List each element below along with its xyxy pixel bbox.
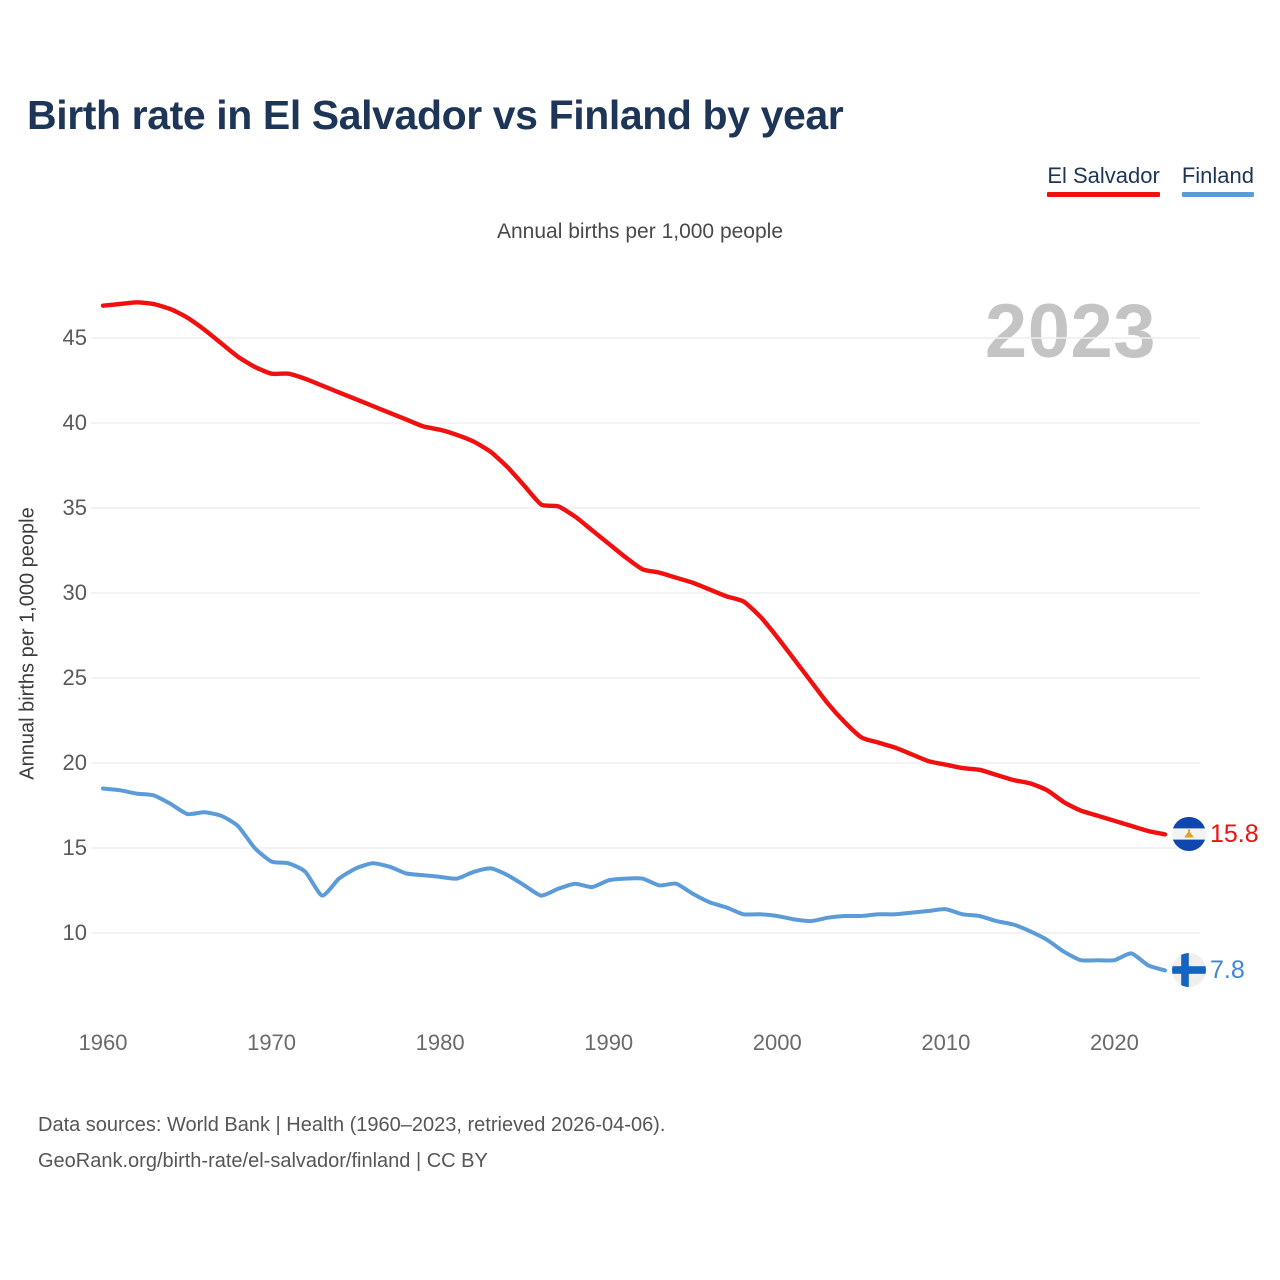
footer-credits: Data sources: World Bank | Health (1960–… (38, 1107, 665, 1179)
y-tick-label: 25 (62, 665, 87, 690)
y-tick-label: 40 (62, 410, 87, 435)
end-value-el-salvador: 15.8 (1210, 819, 1259, 848)
x-tick-label: 1990 (584, 1030, 634, 1055)
year-watermark: 2023 (984, 289, 1156, 374)
y-tick-label: 20 (62, 750, 87, 775)
footer-line-2: GeoRank.org/birth-rate/el-salvador/finla… (38, 1150, 488, 1172)
el-salvador-flag-icon (1172, 817, 1206, 852)
x-tick-label: 2020 (1089, 1030, 1139, 1055)
x-tick-label: 1970 (247, 1030, 297, 1055)
chart-legend: El Salvador Finland (1047, 163, 1254, 197)
series-line-el-salvador (100, 300, 1168, 837)
x-tick-label: 2000 (752, 1030, 802, 1055)
legend-label-el-salvador: El Salvador (1047, 163, 1160, 188)
finland-flag-icon (1172, 953, 1206, 988)
end-label-finland: 7.8 (1172, 953, 1245, 988)
series-line-finland (101, 786, 1167, 973)
legend-label-finland: Finland (1181, 163, 1254, 188)
y-tick-label: 30 (62, 580, 87, 605)
y-tick-label: 10 (62, 920, 87, 945)
footer-line-1: Data sources: World Bank | Health (1960–… (38, 1114, 666, 1136)
end-value-finland: 7.8 (1210, 955, 1245, 984)
legend-item-el-salvador[interactable]: El Salvador (1047, 163, 1160, 197)
legend-swatch-el-salvador (1047, 192, 1160, 197)
page-title: Birth rate in El Salvador vs Finland by … (27, 92, 844, 138)
x-tick-label: 1980 (415, 1030, 465, 1055)
legend-item-finland[interactable]: Finland (1181, 163, 1254, 197)
chart-subtitle: Annual births per 1,000 people (496, 220, 784, 243)
x-tick-label: 1960 (78, 1030, 128, 1055)
x-tick-label: 2010 (921, 1030, 971, 1055)
y-tick-label: 15 (62, 835, 87, 860)
legend-swatch-finland (1181, 192, 1254, 197)
y-tick-label: 45 (62, 325, 87, 350)
end-label-el-salvador: 15.8 (1172, 817, 1259, 852)
y-tick-label: 35 (62, 495, 87, 520)
